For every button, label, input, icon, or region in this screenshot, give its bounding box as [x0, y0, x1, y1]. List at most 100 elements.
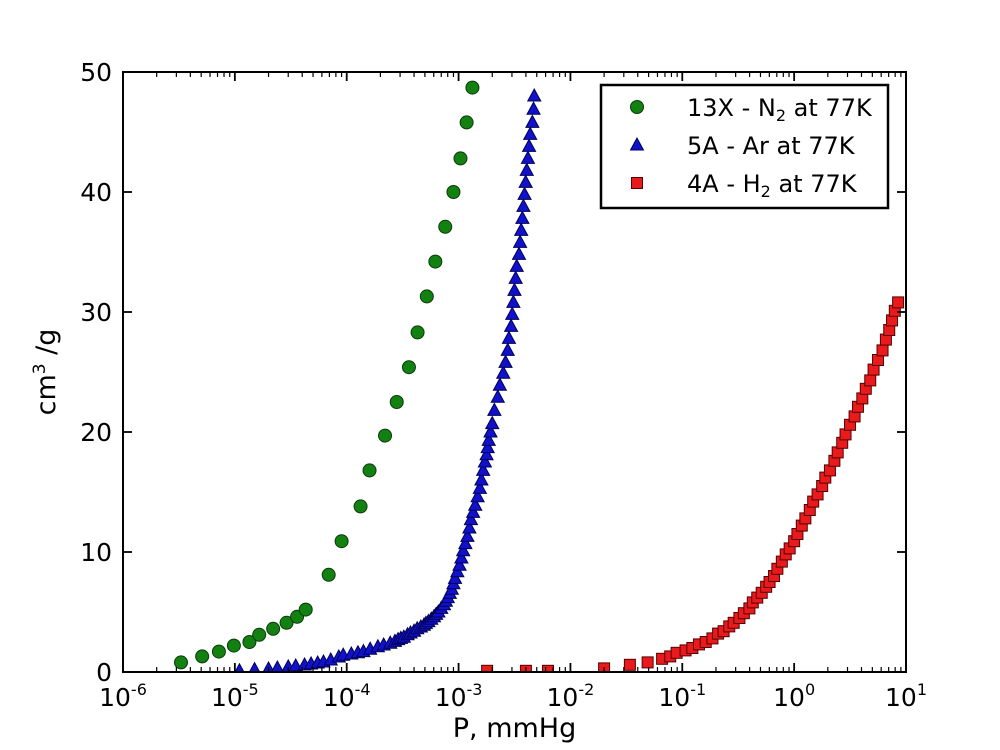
data-point-circle	[211, 644, 226, 659]
y-axis-label: cm3 /g	[30, 329, 62, 416]
legend-label: 4A - H2 at 77K	[687, 170, 858, 201]
data-point-triangle	[526, 87, 542, 102]
data-point-circle	[410, 325, 425, 340]
x-tick-label: 100	[773, 680, 815, 712]
data-point-square	[864, 374, 877, 387]
data-point-square	[876, 344, 889, 357]
y-tick-label: 10	[80, 538, 112, 567]
data-point-triangle	[270, 659, 284, 672]
data-point-circle	[252, 627, 267, 642]
data-point-circle	[362, 463, 377, 478]
data-point-circle	[298, 602, 313, 617]
data-point-triangle	[520, 150, 536, 164]
data-point-circle	[334, 534, 349, 549]
data-point-circle	[195, 649, 210, 664]
data-point-circle	[266, 621, 281, 636]
y-tick-label: 20	[80, 418, 112, 447]
data-point-triangle	[479, 446, 494, 461]
data-point-triangle	[495, 365, 511, 379]
data-point-circle	[279, 615, 294, 630]
x-axis-label: P, mmHg	[453, 713, 577, 744]
x-tick-label: 10-2	[547, 680, 595, 712]
data-point-triangle	[517, 186, 532, 200]
data-point-triangle	[503, 318, 519, 332]
data-point-triangle	[484, 415, 500, 430]
legend-label: 13X - N2 at 77K	[687, 94, 873, 125]
data-point-triangle	[525, 114, 540, 128]
y-tick-label: 0	[96, 658, 112, 687]
data-point-circle	[419, 289, 434, 304]
data-point-triangle	[498, 354, 513, 368]
data-point-triangle	[508, 270, 524, 284]
data-point-triangle	[474, 471, 489, 486]
data-point-triangle	[512, 234, 528, 248]
data-point-triangle	[477, 453, 493, 468]
data-point-circle	[428, 254, 443, 269]
data-point-triangle	[481, 432, 497, 446]
data-point-triangle	[460, 528, 475, 542]
data-point-circle	[401, 360, 416, 375]
data-point-triangle	[526, 101, 541, 115]
data-point-circle	[446, 185, 461, 199]
data-point-triangle	[452, 557, 467, 571]
x-tick-label: 10-5	[211, 680, 259, 712]
data-point-triangle	[450, 563, 465, 578]
data-point-triangle	[248, 661, 261, 672]
data-point-square	[892, 296, 905, 309]
legend-marker-circle-icon	[630, 100, 644, 114]
legend-entry: 5A - Ar at 77K	[629, 132, 856, 160]
data-point-circle	[378, 428, 393, 443]
data-point-triangle	[470, 488, 485, 503]
x-tick-label: 10-1	[658, 680, 706, 712]
data-point-circle	[226, 638, 241, 653]
legend-label: 5A - Ar at 77K	[687, 132, 856, 160]
data-point-circle	[321, 567, 336, 582]
data-point-triangle	[487, 402, 502, 416]
data-point-triangle	[483, 423, 498, 438]
legend-marker-square-icon	[631, 177, 643, 189]
data-point-triangle	[447, 570, 463, 584]
data-point-circle	[438, 219, 453, 234]
data-point-triangle	[455, 542, 471, 557]
x-tick-label: 10-3	[435, 680, 483, 712]
y-tick-label: 40	[80, 178, 112, 207]
y-tick-label: 30	[80, 298, 112, 327]
data-point-circle	[465, 80, 480, 95]
data-point-triangle	[506, 294, 521, 308]
data-point-triangle	[467, 497, 483, 511]
legend: 13X - N2 at 77K 5A - Ar at 77K 4A - H2 at …	[599, 83, 890, 210]
data-point-circle	[173, 655, 188, 670]
data-point-triangle	[472, 480, 488, 494]
series-4a-h2-at-77k	[481, 296, 905, 672]
x-tick-label: 10-4	[323, 680, 371, 712]
data-point-square	[623, 658, 636, 671]
data-point-triangle	[522, 126, 538, 140]
legend-entry: 13X - N2 at 77K	[630, 94, 873, 125]
data-point-triangle	[500, 342, 516, 356]
data-point-triangle	[501, 330, 517, 344]
data-point-triangle	[509, 258, 525, 272]
data-point-triangle	[465, 504, 481, 518]
data-point-triangle	[458, 535, 473, 550]
data-point-triangle	[518, 174, 534, 188]
legend-entry: 4A - H2 at 77K	[631, 170, 858, 201]
data-point-triangle	[516, 198, 531, 212]
data-point-triangle	[480, 439, 496, 454]
data-point-triangle	[521, 138, 537, 152]
data-point-triangle	[511, 246, 527, 260]
legend-marker-triangle-icon	[629, 136, 645, 151]
data-point-circle	[353, 499, 368, 514]
series-5a-ar-at-77k	[234, 87, 542, 672]
data-point-circle	[459, 115, 474, 130]
plot-border	[122, 71, 907, 673]
data-point-triangle	[629, 136, 645, 151]
data-point-triangle	[463, 511, 479, 526]
data-point-triangle	[504, 306, 520, 320]
x-tick-label: 101	[885, 680, 927, 712]
x-tick-label: 10-6	[99, 680, 147, 712]
data-point-circle	[630, 100, 644, 114]
data-point-triangle	[492, 377, 508, 391]
data-point-triangle	[475, 462, 491, 476]
